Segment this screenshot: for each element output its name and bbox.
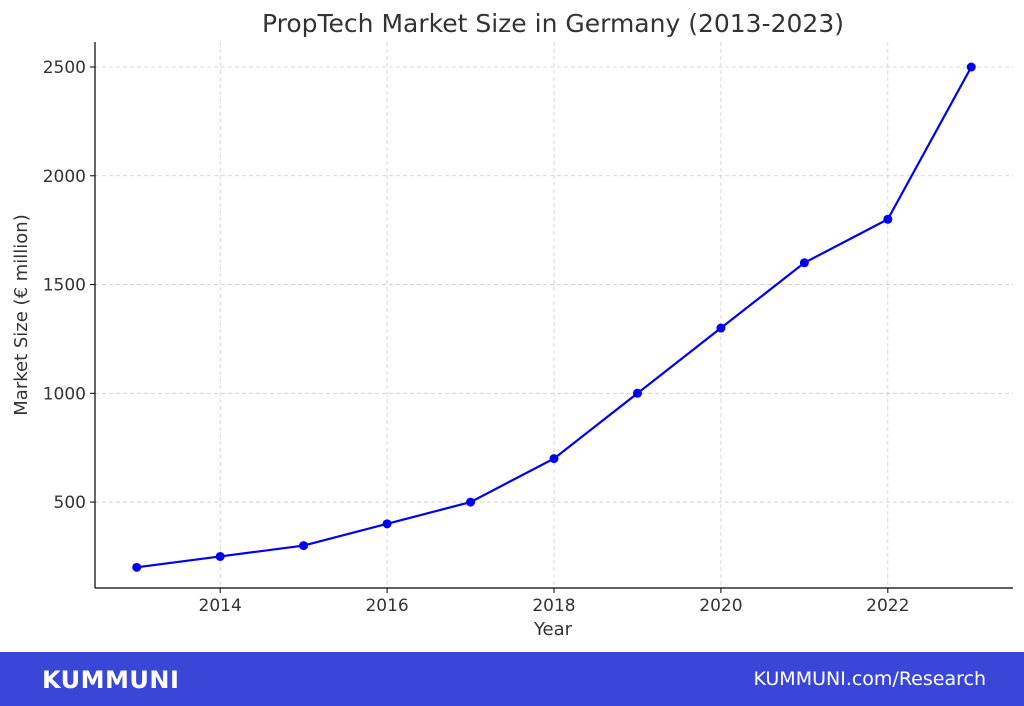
data-point [132,562,142,572]
line-chart: PropTech Market Size in Germany (2013-20… [11,9,1013,640]
x-axis-label: Year [533,619,573,640]
research-link[interactable]: KUMMUNI.com/Research [753,668,986,690]
y-tick-label: 500 [54,493,86,513]
chart-title: PropTech Market Size in Germany (2013-20… [262,9,844,38]
brand-logo: KUMMUNI [42,666,180,694]
series [132,62,976,572]
y-tick-label: 1000 [43,384,86,404]
y-axis-label: Market Size (€ million) [11,214,32,415]
x-tick-label: 2022 [866,596,909,616]
data-point [799,258,809,268]
y-axis-ticks: 500 1000 1500 2000 2500 [43,58,95,513]
data-point [632,388,642,398]
x-axis-ticks: 2014 2016 2018 2020 2022 [199,588,909,616]
data-point [549,454,559,464]
footer-bar: KUMMUNI KUMMUNI.com/Research [0,652,1024,706]
data-point [716,323,726,333]
grid [95,42,1013,588]
x-tick-label: 2014 [199,596,242,616]
y-tick-label: 2500 [43,58,86,78]
data-point [466,497,476,507]
y-tick-label: 1500 [43,276,86,296]
data-point [382,519,392,529]
y-tick-label: 2000 [43,167,86,187]
data-point [299,541,309,551]
data-point [883,214,893,224]
data-point [966,62,976,72]
x-tick-label: 2018 [532,596,575,616]
x-tick-label: 2020 [699,596,742,616]
data-point [215,551,225,561]
x-tick-label: 2016 [365,596,408,616]
